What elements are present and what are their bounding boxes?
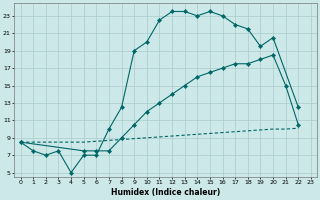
X-axis label: Humidex (Indice chaleur): Humidex (Indice chaleur) xyxy=(111,188,220,197)
